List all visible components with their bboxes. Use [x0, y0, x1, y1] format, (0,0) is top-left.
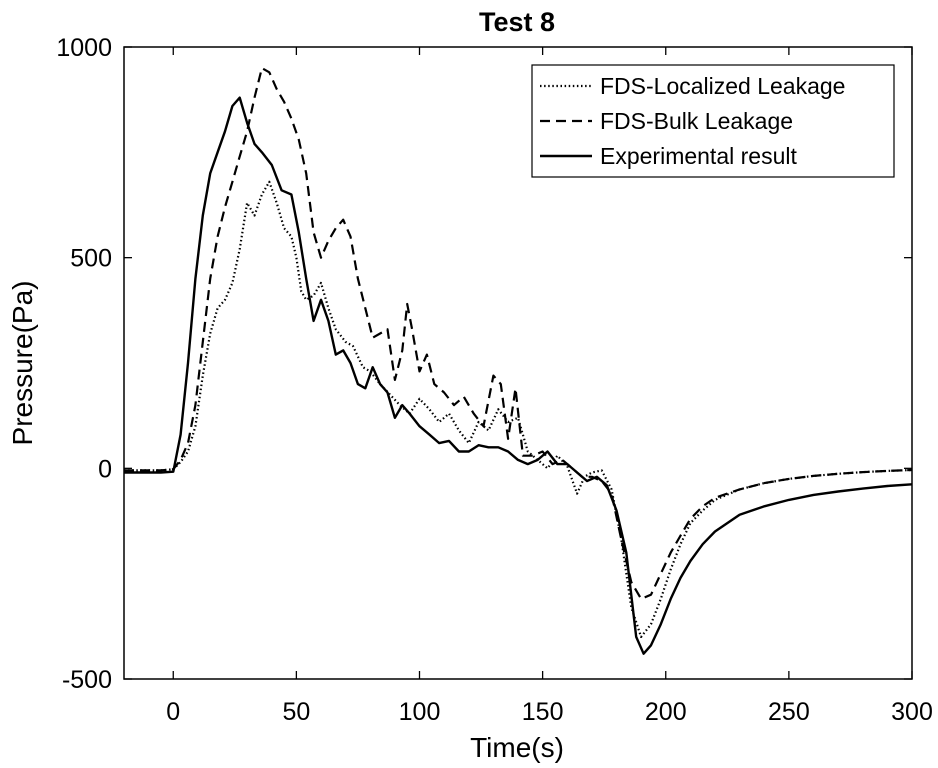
- x-tick-label: 300: [891, 698, 933, 726]
- x-tick-labels: 0 50 100 150 200 250 300: [166, 698, 933, 726]
- legend: FDS-Localized Leakage FDS-Bulk Leakage E…: [531, 64, 895, 178]
- y-tick-label: 1000: [56, 34, 112, 62]
- y-tick-labels: -500 0 500 1000: [56, 34, 112, 694]
- series-line-experimental-result: [124, 96, 913, 655]
- series-line-fds-localized-leakage: [124, 180, 913, 638]
- legend-label-bulk: FDS-Bulk Leakage: [600, 108, 793, 134]
- x-tick-label: 50: [282, 698, 310, 726]
- y-axis-label: Pressure(Pa): [7, 281, 38, 446]
- x-tick-label: 150: [522, 698, 564, 726]
- x-tick-label: 100: [399, 698, 441, 726]
- x-axis-label: Time(s): [470, 732, 564, 763]
- legend-label-experimental: Experimental result: [600, 143, 797, 169]
- data-series: [124, 67, 913, 655]
- series-line-fds-bulk-leakage: [124, 67, 913, 600]
- plot-frame: [123, 46, 913, 680]
- chart-title: Test 8: [479, 7, 555, 37]
- y-tick-label: -500: [62, 666, 112, 694]
- x-tick-label: 0: [166, 698, 180, 726]
- axis-ticks: [124, 46, 913, 680]
- legend-label-localized: FDS-Localized Leakage: [600, 73, 845, 99]
- x-tick-label: 200: [645, 698, 687, 726]
- y-tick-label: 0: [98, 455, 112, 483]
- x-tick-label: 250: [768, 698, 810, 726]
- legend-box: [531, 64, 895, 178]
- y-tick-label: 500: [70, 245, 112, 273]
